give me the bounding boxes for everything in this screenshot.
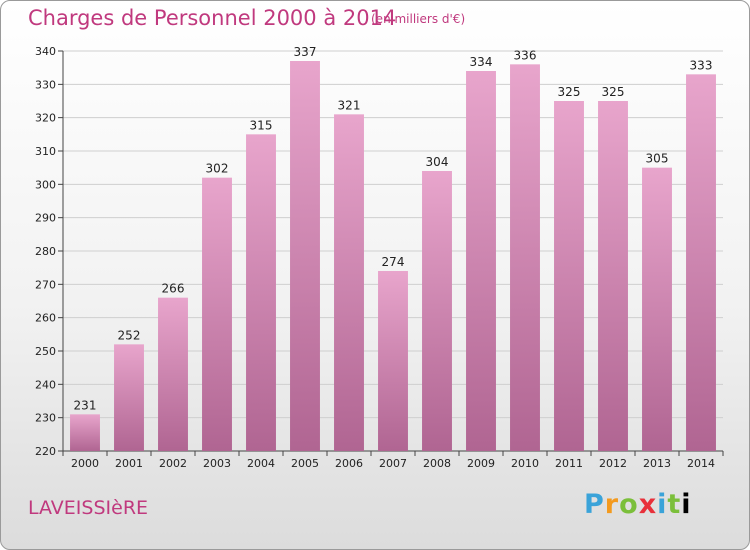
x-tick-label: 2005: [291, 457, 319, 470]
x-tick-label: 2003: [203, 457, 231, 470]
logo-letter: t: [667, 489, 682, 520]
value-label: 325: [558, 85, 581, 99]
logo-letter: i: [681, 489, 692, 520]
proxiti-logo: Proxiti: [584, 489, 692, 520]
value-label: 266: [162, 282, 185, 296]
bar-2008: [422, 171, 452, 451]
value-label: 321: [338, 98, 361, 112]
y-tick-label: 220: [35, 445, 56, 458]
chart-title: Charges de Personnel 2000 à 2014: [28, 6, 397, 30]
bar-2002: [158, 297, 188, 451]
x-tick-label: 2001: [115, 457, 143, 470]
y-tick-label: 280: [35, 245, 56, 258]
y-tick-label: 330: [35, 78, 56, 91]
y-tick-label: 240: [35, 378, 56, 391]
value-label: 274: [382, 255, 405, 269]
bar-2013: [642, 167, 672, 451]
bar-2014: [686, 74, 716, 451]
bar-2004: [246, 134, 276, 452]
bar-2009: [466, 71, 496, 451]
bar-2001: [114, 344, 144, 451]
logo-letter: x: [638, 489, 658, 520]
bar-2005: [290, 61, 320, 451]
y-tick-label: 320: [35, 112, 56, 125]
y-tick-label: 270: [35, 278, 56, 291]
y-tick-label: 340: [35, 45, 56, 58]
x-tick-label: 2011: [555, 457, 583, 470]
bar-2000: [70, 414, 100, 451]
logo-letter: o: [619, 489, 639, 520]
y-tick-label: 230: [35, 412, 56, 425]
y-tick-label: 310: [35, 145, 56, 158]
logo-letter: r: [604, 489, 620, 520]
value-label: 315: [250, 118, 273, 132]
y-tick-label: 250: [35, 345, 56, 358]
logo-letter: i: [657, 489, 668, 520]
bar-2003: [202, 177, 232, 451]
value-labels: 231 252 266 302 315 337 321 274 304 334 336 325 325 3…: [74, 45, 713, 412]
x-tick-label: 2010: [511, 457, 539, 470]
axes: 220 230 240 250 260 270 280 290 300 310 320 330 340 2…: [35, 45, 724, 470]
x-tick-label: 2013: [643, 457, 671, 470]
value-label: 304: [426, 155, 449, 169]
y-tick-label: 290: [35, 212, 56, 225]
value-label: 336: [514, 48, 537, 62]
value-label: 334: [470, 55, 493, 69]
x-tick-label: 2004: [247, 457, 275, 470]
value-label: 252: [118, 328, 141, 342]
bar-2012: [598, 101, 628, 451]
x-tick-label: 2002: [159, 457, 187, 470]
chart-unit: (en milliers d'€): [371, 12, 466, 26]
value-label: 305: [646, 152, 669, 166]
x-tick-label: 2006: [335, 457, 363, 470]
value-label: 325: [602, 85, 625, 99]
y-tick-label: 260: [35, 312, 56, 325]
bar-2011: [554, 101, 584, 451]
bar-2010: [510, 64, 540, 452]
value-label: 231: [74, 398, 97, 412]
value-label: 302: [206, 162, 229, 176]
x-tick-label: 2012: [599, 457, 627, 470]
logo-letter: P: [584, 489, 605, 520]
bars: [70, 61, 716, 452]
x-tick-label: 2009: [467, 457, 495, 470]
value-label: 333: [690, 58, 713, 72]
bar-2007: [378, 271, 408, 451]
bar-2006: [334, 114, 364, 451]
value-label: 337: [294, 45, 317, 59]
y-tick-label: 300: [35, 178, 56, 191]
x-tick-label: 2014: [687, 457, 715, 470]
x-tick-label: 2007: [379, 457, 407, 470]
x-tick-label: 2000: [71, 457, 99, 470]
x-tick-label: 2008: [423, 457, 451, 470]
place-name: LAVEISSIèRE: [28, 497, 149, 519]
